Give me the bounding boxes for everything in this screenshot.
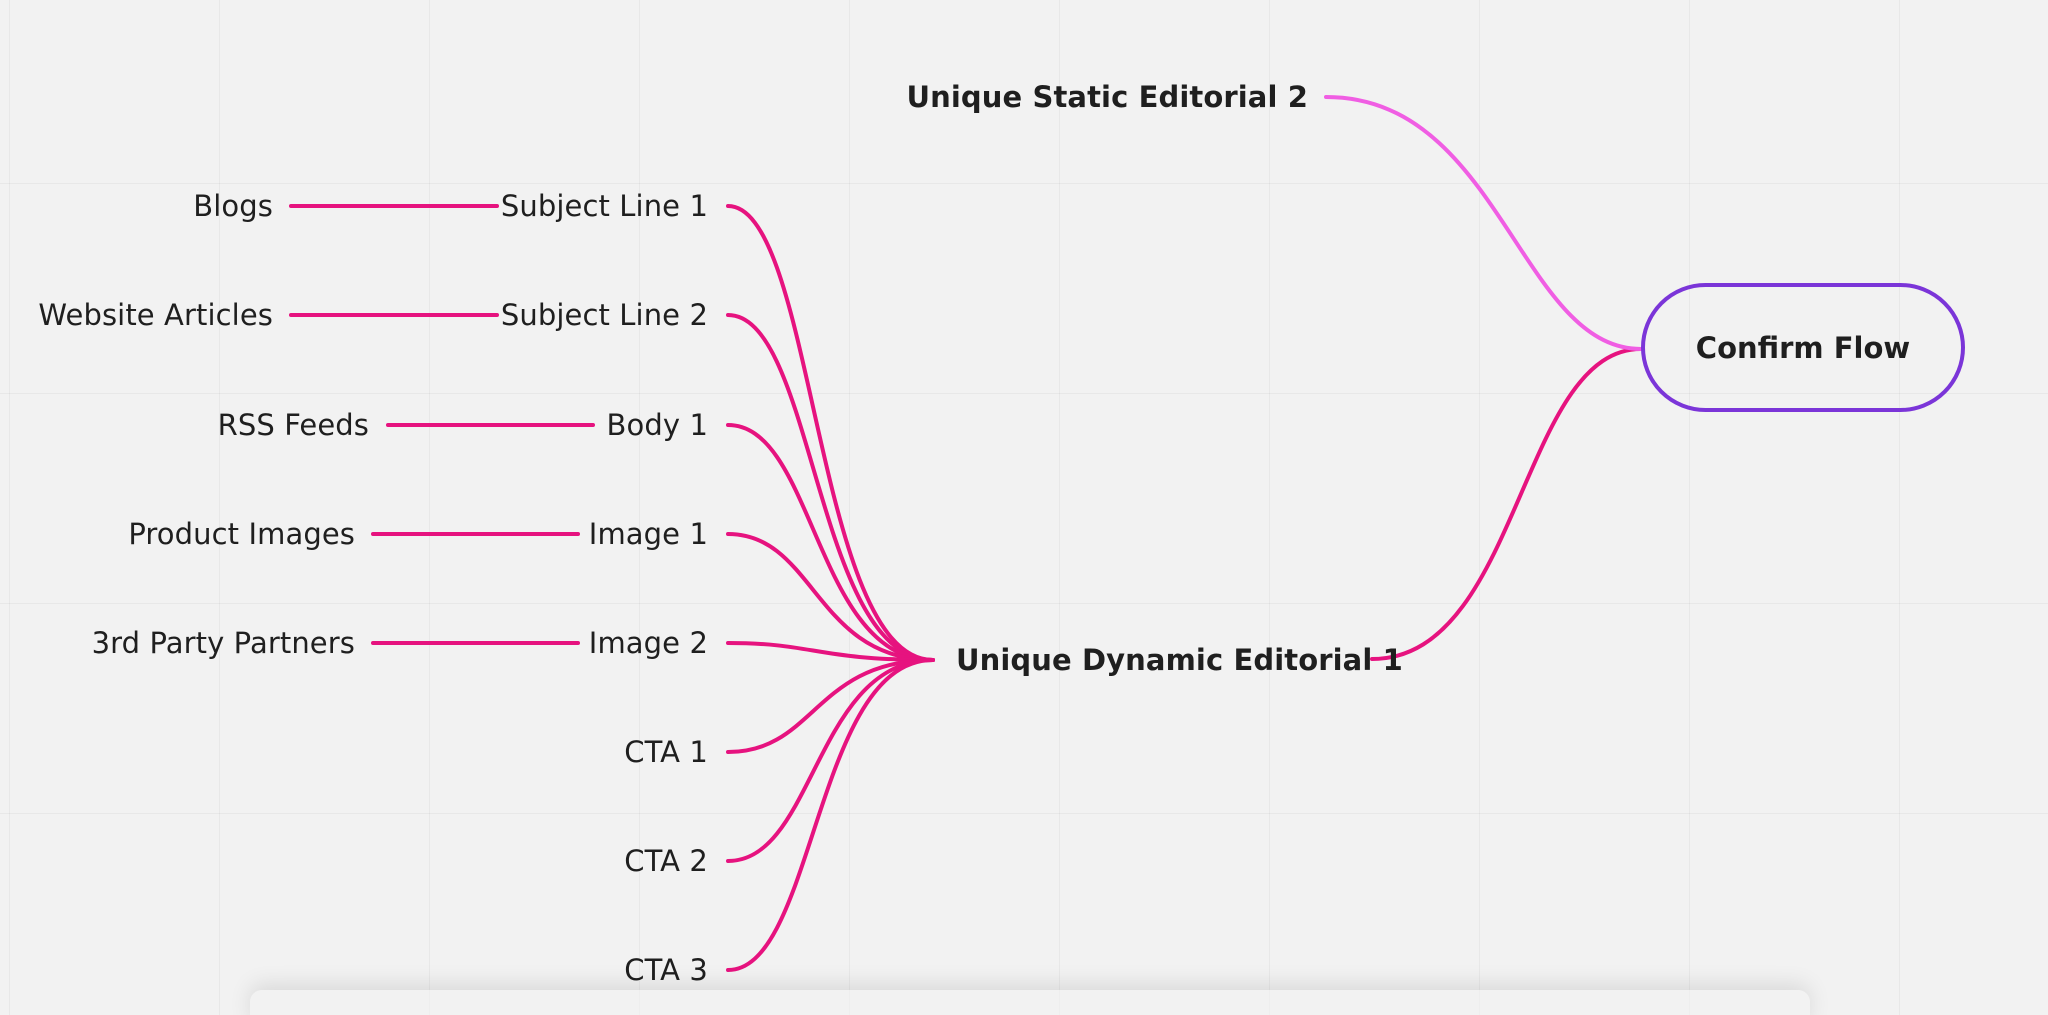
- node-image-2[interactable]: Image 2: [588, 626, 708, 660]
- connector-body-1-dynamic-editorial[interactable]: [726, 423, 935, 662]
- node-cta-3[interactable]: CTA 3: [624, 953, 708, 987]
- connector-cta-1-dynamic-editorial[interactable]: [726, 658, 935, 754]
- connector-subject-line-1-dynamic-editorial[interactable]: [726, 204, 935, 662]
- node-cta-2[interactable]: CTA 2: [624, 844, 708, 878]
- node-product-images[interactable]: Product Images: [128, 517, 355, 551]
- node-subject-line-1[interactable]: Subject Line 1: [500, 189, 708, 223]
- connector-static-editorial-confirm-flow[interactable]: [1324, 95, 1643, 351]
- node-confirm-flow[interactable]: Confirm Flow: [1641, 283, 1965, 412]
- node-blogs[interactable]: Blogs: [193, 189, 273, 223]
- node-image-1[interactable]: Image 1: [588, 517, 708, 551]
- connector-cta-3-dynamic-editorial[interactable]: [726, 658, 935, 972]
- node-rss-feeds[interactable]: RSS Feeds: [217, 408, 369, 442]
- node-body-1[interactable]: Body 1: [606, 408, 708, 442]
- node-unique-dynamic-editorial-1[interactable]: Unique Dynamic Editorial 1: [956, 643, 1403, 677]
- bottom-toolbar-edge: [250, 990, 1810, 1015]
- node-subject-line-2[interactable]: Subject Line 2: [500, 298, 708, 332]
- node-unique-static-editorial-2[interactable]: Unique Static Editorial 2: [906, 80, 1308, 114]
- connector-subject-line-2-dynamic-editorial[interactable]: [726, 313, 935, 662]
- node-website-articles[interactable]: Website Articles: [38, 298, 273, 332]
- connector-cta-2-dynamic-editorial[interactable]: [726, 658, 935, 863]
- node-cta-1[interactable]: CTA 1: [624, 735, 708, 769]
- connector-dynamic-editorial-confirm-flow[interactable]: [1370, 347, 1643, 661]
- node-3rd-party-partners[interactable]: 3rd Party Partners: [91, 626, 355, 660]
- connector-image-1-dynamic-editorial[interactable]: [726, 532, 935, 662]
- connector-image-2-dynamic-editorial[interactable]: [726, 641, 935, 662]
